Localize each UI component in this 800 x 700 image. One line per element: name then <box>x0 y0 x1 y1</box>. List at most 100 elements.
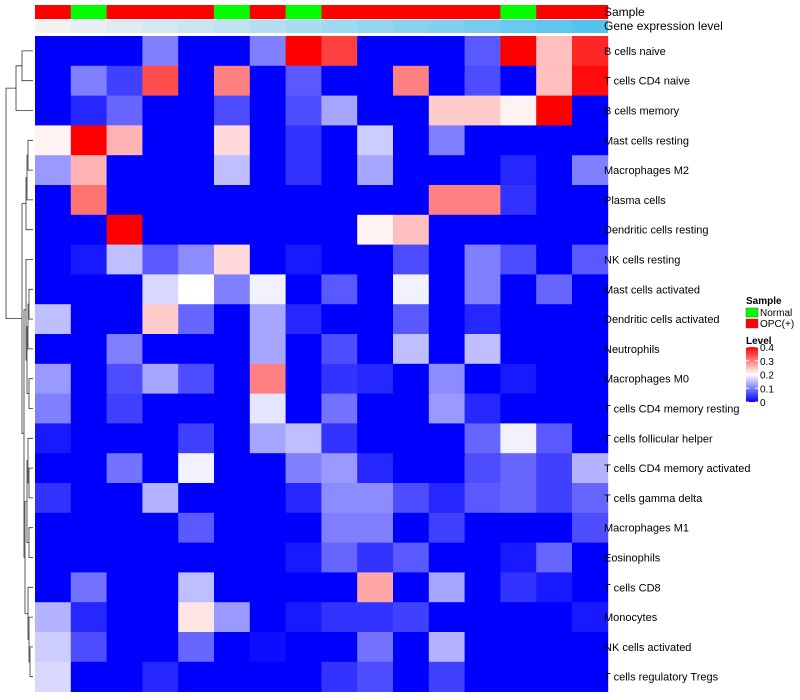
heatmap-cell <box>572 185 609 216</box>
heatmap-cell <box>536 155 573 186</box>
sample-annotation-cell <box>285 5 322 19</box>
heatmap-cell <box>357 274 394 305</box>
sample-annotation-cell <box>35 5 72 19</box>
heatmap-cell <box>214 125 251 156</box>
heatmap-cell <box>142 661 179 692</box>
row-label: T cells regulatory Tregs <box>604 672 719 684</box>
heatmap-cell <box>70 155 107 186</box>
heatmap-cell <box>70 393 107 424</box>
heatmap-cell <box>357 334 394 365</box>
heatmap-cell <box>178 661 215 692</box>
heatmap-cell <box>70 632 107 663</box>
row-label: Dendritic cells resting <box>604 225 709 237</box>
heatmap-cell <box>35 155 72 186</box>
heatmap-cell <box>214 483 251 514</box>
heatmap-cell <box>285 36 322 67</box>
heatmap-cell <box>321 572 358 603</box>
heatmap-cell <box>178 572 215 603</box>
heatmap-cell <box>357 453 394 484</box>
heatmap-cell <box>249 214 286 245</box>
heatmap-cell <box>106 363 143 394</box>
sample-track-label: Sample <box>604 5 645 19</box>
sample-annotation-cell <box>70 5 107 19</box>
heatmap-cell <box>500 363 537 394</box>
heatmap-cell <box>500 512 537 543</box>
heatmap-cell <box>70 512 107 543</box>
row-label: Dendritic cells activated <box>604 314 720 326</box>
heatmap-cell <box>178 185 215 216</box>
heatmap-cell <box>285 95 322 126</box>
row-label: Monocytes <box>604 612 658 624</box>
heatmap-cell <box>106 602 143 633</box>
heatmap-cell <box>464 244 501 275</box>
heatmap-cell <box>536 661 573 692</box>
heatmap-cell <box>70 542 107 573</box>
heatmap-cell <box>249 363 286 394</box>
dendrogram-branch <box>15 65 33 111</box>
heatmap-cell <box>464 155 501 186</box>
heatmap-cell <box>536 393 573 424</box>
heatmap-cell <box>70 244 107 275</box>
heatmap-cell <box>249 95 286 126</box>
heatmap-cell <box>500 572 537 603</box>
heatmap-cell <box>572 244 609 275</box>
heatmap-cell <box>321 155 358 186</box>
dendrogram-branch <box>28 467 33 499</box>
heatmap-cell <box>536 95 573 126</box>
heatmap-cell <box>35 65 72 96</box>
heatmap-cell <box>464 453 501 484</box>
heatmap-cell <box>500 65 537 96</box>
row-label: T cells follicular helper <box>604 433 713 445</box>
heatmap-cell <box>536 483 573 514</box>
heatmap-cell <box>357 542 394 573</box>
heatmap-cell <box>500 36 537 67</box>
heatmap-cell <box>285 274 322 305</box>
heatmap-cell <box>142 363 179 394</box>
heatmap-cell <box>393 632 430 663</box>
heatmap-cell <box>572 36 609 67</box>
heatmap-cell <box>35 661 72 692</box>
heatmap-cell <box>500 423 537 454</box>
heatmap-cell <box>106 632 143 663</box>
heatmap-cell <box>214 36 251 67</box>
legend-swatch-opc <box>745 318 759 329</box>
heatmap-cell <box>249 125 286 156</box>
heatmap-cell <box>572 304 609 335</box>
heatmap-cell <box>142 393 179 424</box>
legend-label-normal: Normal <box>760 308 792 319</box>
expression-annotation-cell <box>428 20 465 33</box>
legend-sample-title: Sample <box>746 296 782 307</box>
heatmap-cell <box>249 632 286 663</box>
heatmap-cell <box>178 155 215 186</box>
heatmap-cell <box>35 363 72 394</box>
heatmap-cell <box>357 512 394 543</box>
heatmap-cell <box>428 602 465 633</box>
expression-annotation-cell <box>70 20 107 33</box>
heatmap-cell <box>393 423 430 454</box>
heatmap-cell <box>106 155 143 186</box>
heatmap-cell <box>464 214 501 245</box>
heatmap-cell <box>214 363 251 394</box>
heatmap-cell <box>70 185 107 216</box>
heatmap-cell <box>70 661 107 692</box>
heatmap-cell <box>285 453 322 484</box>
heatmap-cell <box>70 274 107 305</box>
heatmap-cell <box>393 185 430 216</box>
heatmap-cell <box>393 483 430 514</box>
heatmap-cell <box>178 542 215 573</box>
heatmap-cell <box>321 602 358 633</box>
heatmap-cell <box>70 95 107 126</box>
heatmap-cell <box>285 393 322 424</box>
heatmap-cell <box>536 214 573 245</box>
sample-annotation-cell <box>249 5 286 19</box>
heatmap-cell <box>428 214 465 245</box>
heatmap-cell <box>214 542 251 573</box>
row-label: Macrophages M0 <box>604 374 689 386</box>
sample-annotation-cell <box>106 5 143 19</box>
heatmap-cell <box>249 602 286 633</box>
row-label: Macrophages M1 <box>604 523 689 535</box>
heatmap-cell <box>536 185 573 216</box>
heatmap-cell <box>393 214 430 245</box>
heatmap-cell <box>536 572 573 603</box>
heatmap-cell <box>214 304 251 335</box>
